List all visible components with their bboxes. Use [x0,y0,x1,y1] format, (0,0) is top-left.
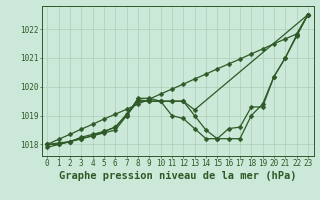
X-axis label: Graphe pression niveau de la mer (hPa): Graphe pression niveau de la mer (hPa) [59,171,296,181]
